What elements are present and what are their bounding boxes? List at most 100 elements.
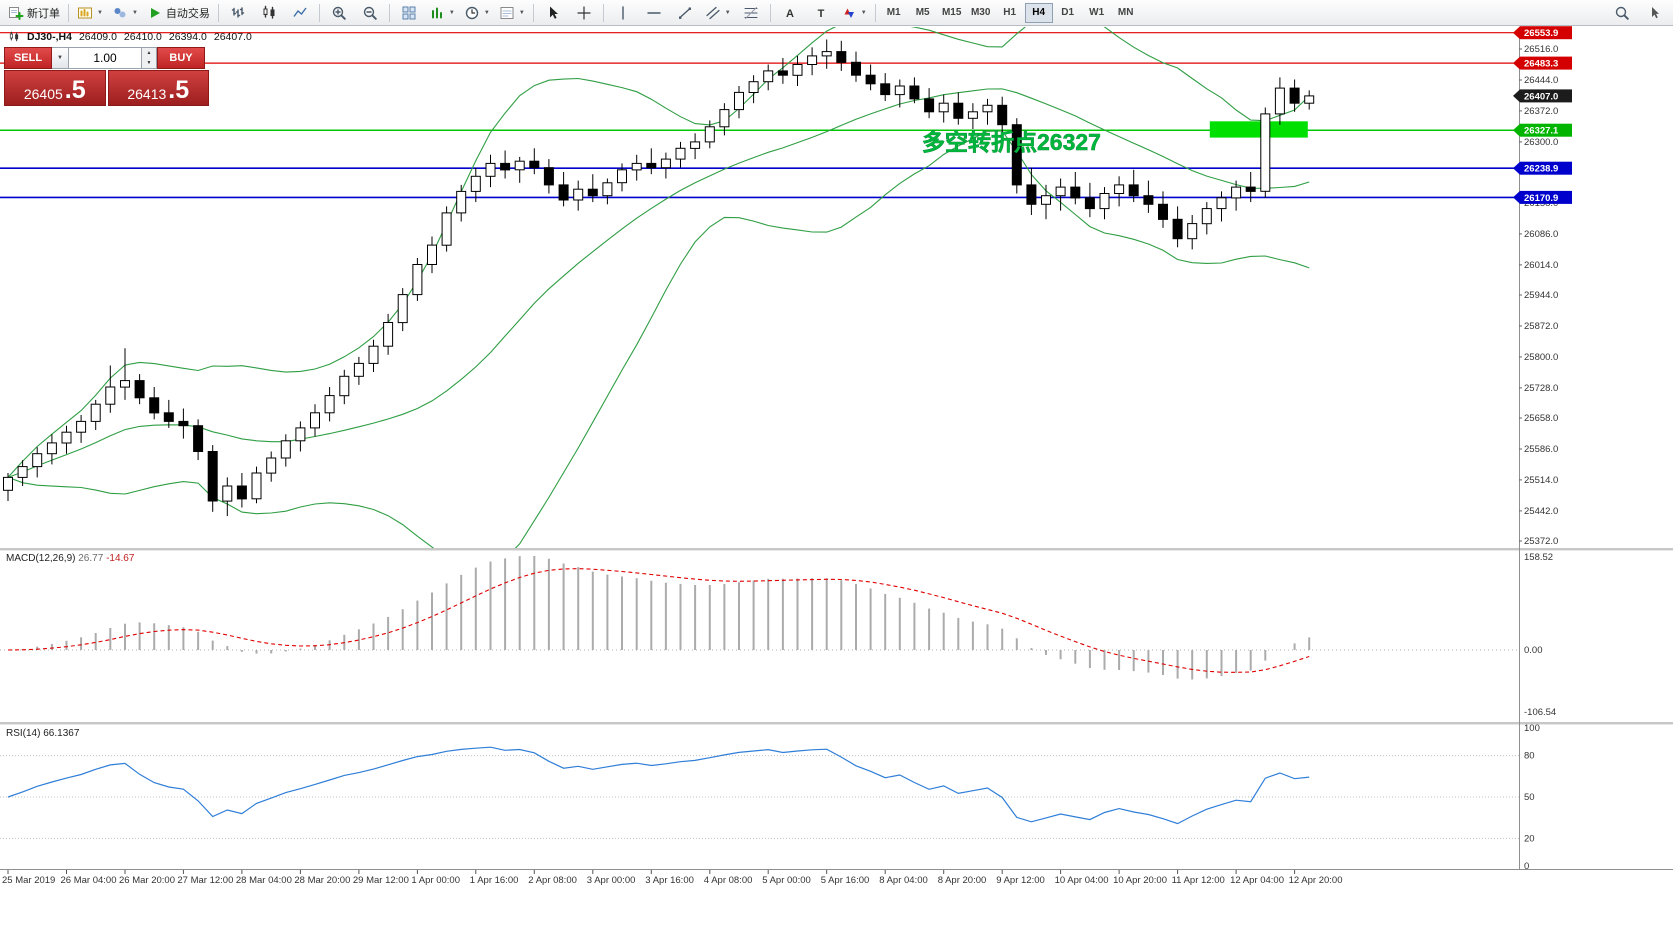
zoom-out-button[interactable] — [355, 2, 385, 24]
timeframe-w1[interactable]: W1 — [1089, 7, 1105, 18]
one-click-trade-panel: SELL ▼ ▲ ▼ BUY 26405 .5 26413 .5 — [4, 47, 209, 106]
label-button[interactable]: T — [806, 2, 836, 24]
timeframe-h1[interactable]: H1 — [1003, 7, 1017, 18]
price-badge-26170.9: 26170.9 — [1513, 190, 1572, 204]
new-chart-button[interactable]: ▼ — [73, 2, 107, 24]
candlestick-series — [3, 39, 1315, 517]
candle — [865, 74, 876, 85]
channel-button-caret: ▼ — [724, 9, 731, 16]
candle — [1304, 95, 1315, 104]
search-button[interactable] — [1607, 2, 1637, 24]
time-axis-label: 26 Mar 04:00 — [61, 875, 117, 886]
zoom-out-icon — [363, 6, 377, 20]
timeframe-mn[interactable]: MN — [1117, 7, 1134, 18]
chart-pointer-button[interactable] — [1639, 2, 1669, 24]
highlight-rectangle[interactable] — [1209, 121, 1308, 138]
bollinger-upper-band — [7, 27, 1310, 478]
arrows-button[interactable]: ▼ — [837, 2, 871, 24]
macd-histogram — [21, 556, 1311, 680]
timeframe-h4[interactable]: H4 — [1024, 2, 1053, 23]
candle — [660, 158, 671, 169]
text-button[interactable]: A — [775, 2, 805, 24]
macd-name: MACD(12,26,9) — [6, 553, 76, 564]
sell-button[interactable]: SELL — [4, 47, 52, 69]
volume-decrease-button[interactable]: ▼ — [146, 59, 152, 66]
candle — [587, 188, 598, 197]
sell-price-display[interactable]: 26405 .5 — [4, 70, 106, 106]
candle — [1172, 218, 1183, 240]
periods-button[interactable]: ▼ — [460, 2, 494, 24]
new-order-icon — [9, 6, 24, 20]
text-annotation[interactable]: 多空转折点26327 — [922, 129, 1101, 156]
timeframe-m1[interactable]: M1 — [886, 7, 901, 18]
toolbar-separator — [532, 3, 534, 22]
template-icon — [500, 6, 514, 19]
time-axis-label: 3 Apr 00:00 — [587, 875, 636, 886]
indicators-button[interactable]: ▼ — [425, 2, 459, 24]
price-badge-26238.9: 26238.9 — [1513, 161, 1572, 175]
timeframe-m30[interactable]: M30 — [970, 7, 991, 18]
new-order-button[interactable]: 新订单 — [4, 2, 64, 24]
volume-dropdown-button[interactable]: ▼ — [52, 47, 69, 69]
time-axis-label: 8 Apr 04:00 — [879, 875, 928, 886]
volume-input[interactable] — [69, 47, 142, 69]
profiles-button[interactable]: ▼ — [108, 2, 142, 24]
time-axis-label: 25 Mar 2019 — [2, 875, 55, 886]
candle — [704, 126, 715, 143]
candle — [1260, 113, 1271, 192]
rsi-name: RSI(14) — [6, 728, 41, 739]
volume-increase-button[interactable]: ▲ — [146, 49, 152, 56]
macd-axis-label: -106.54 — [1524, 707, 1556, 718]
candle — [1055, 186, 1066, 197]
line-chart-button[interactable] — [285, 2, 315, 24]
clock-icon — [465, 6, 479, 19]
timeframe-m15[interactable]: M15 — [941, 7, 962, 18]
bars-chart-button[interactable] — [223, 2, 253, 24]
crosshair-button[interactable] — [569, 2, 599, 24]
candle — [339, 375, 350, 397]
buy-button[interactable]: BUY — [157, 47, 205, 69]
candle — [485, 162, 496, 177]
candle — [1289, 87, 1300, 104]
vertical-line-button[interactable] — [608, 2, 638, 24]
zoom-in-button[interactable] — [324, 2, 354, 24]
indicators-button-caret: ▼ — [448, 9, 455, 16]
candle — [792, 64, 803, 76]
candle — [368, 345, 379, 364]
candle — [1070, 186, 1081, 199]
fibonacci-button[interactable] — [736, 2, 766, 24]
profiles-button-caret: ▼ — [131, 9, 138, 16]
trendline-button[interactable] — [670, 2, 700, 24]
candle — [1084, 197, 1095, 210]
crosshair-icon — [577, 5, 591, 20]
timeframe-m5[interactable]: M5 — [915, 7, 930, 18]
time-axis-label: 9 Apr 12:00 — [996, 875, 1045, 886]
macd-axis-label: 158.52 — [1524, 552, 1553, 563]
buy-price-display[interactable]: 26413 .5 — [107, 70, 209, 106]
time-axis-label: 27 Mar 12:00 — [177, 875, 233, 886]
tile-windows-button[interactable] — [394, 2, 424, 24]
templates-button[interactable]: ▼ — [495, 2, 529, 24]
candle — [1187, 223, 1198, 240]
timeframe-d1[interactable]: D1 — [1061, 7, 1075, 18]
sell-price-frac: .5 — [64, 76, 86, 104]
candles-chart-button[interactable] — [254, 2, 284, 24]
candle — [295, 427, 306, 442]
symbol-timeframe-label: DJ30-,H4 — [27, 31, 72, 43]
horizontal-line-button[interactable] — [639, 2, 669, 24]
buy-price-frac: .5 — [168, 76, 190, 104]
auto-trading-button[interactable]: 自动交易 — [143, 2, 214, 24]
buy-button-label: BUY — [169, 52, 193, 64]
svg-text:26483.3: 26483.3 — [1524, 59, 1558, 70]
toolbar-right-icons — [1607, 2, 1669, 24]
candle — [178, 420, 189, 427]
candle — [894, 85, 905, 96]
candle — [719, 109, 730, 128]
candle — [675, 147, 686, 160]
candle — [529, 160, 540, 169]
channel-button[interactable]: ▼ — [701, 2, 735, 24]
candle — [1231, 186, 1242, 199]
candle — [1114, 184, 1125, 194]
cursor-button[interactable] — [538, 2, 568, 24]
candle — [427, 244, 437, 266]
